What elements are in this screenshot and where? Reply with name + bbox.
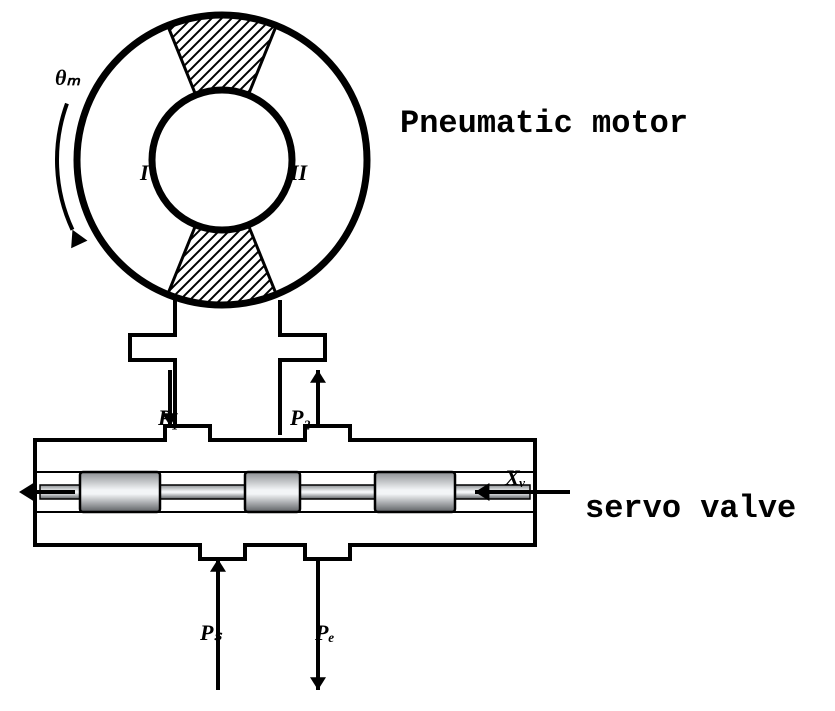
symbol-ch2: II [290,160,307,186]
symbol-ps: Pₛ [200,620,222,646]
symbol-xv: Xᵥ [505,465,525,491]
label-pneumatic-motor: Pneumatic motor [400,105,688,142]
servo-valve [35,370,535,690]
label-servo-valve: servo valve [585,490,796,527]
diagram-stage: Pneumatic motor servo valve θₘ I II P₁ P… [0,0,835,711]
symbol-pe: Pₑ [315,620,335,646]
symbol-p1: P₁ [158,405,179,431]
pneumatic-motor [57,15,367,305]
symbol-ch1: I [140,160,149,186]
symbol-p2: P₂ [290,405,311,431]
symbol-theta: θₘ [55,65,80,91]
